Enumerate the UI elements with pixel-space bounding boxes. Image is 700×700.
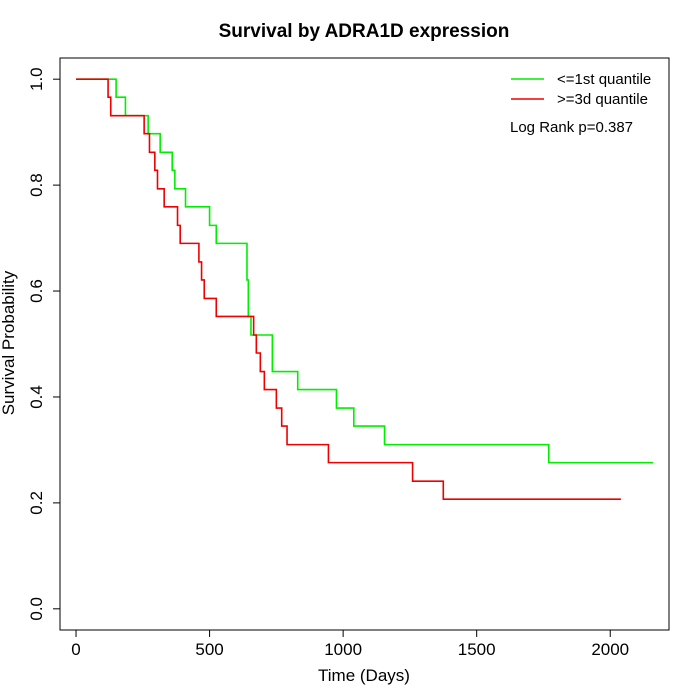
y-axis: 0.0 0.2 0.4 0.6 0.8 1.0 (27, 67, 61, 621)
legend-label: >=3d quantile (557, 91, 648, 108)
y-tick-label: 0.8 (27, 173, 46, 197)
legend-label: <=1st quantile (557, 71, 651, 88)
log-rank-annotation: Log Rank p=0.387 (510, 119, 633, 136)
x-axis-label: Time (Days) (318, 666, 410, 685)
series-line-2 (76, 78, 621, 500)
y-axis-label: Survival Probability (0, 270, 18, 415)
x-tick-label: 1500 (458, 640, 496, 659)
chart-title: Survival by ADRA1D expression (219, 21, 510, 42)
x-tick-label: 2000 (591, 640, 629, 659)
x-tick-label: 500 (195, 640, 223, 659)
y-tick-label: 0.6 (27, 279, 46, 303)
legend: <=1st quantile >=3d quantile (511, 71, 651, 108)
x-axis: 0 500 1000 1500 2000 (71, 629, 629, 659)
series-line-1 (76, 78, 653, 464)
y-tick-label: 0.2 (27, 491, 46, 515)
y-tick-label: 1.0 (27, 67, 46, 91)
plot-frame (59, 57, 670, 631)
x-tick-label: 1000 (324, 640, 362, 659)
series-layer (76, 78, 653, 500)
x-tick-label: 0 (71, 640, 80, 659)
y-tick-label: 0.4 (27, 385, 46, 409)
y-tick-label: 0.0 (27, 597, 46, 621)
